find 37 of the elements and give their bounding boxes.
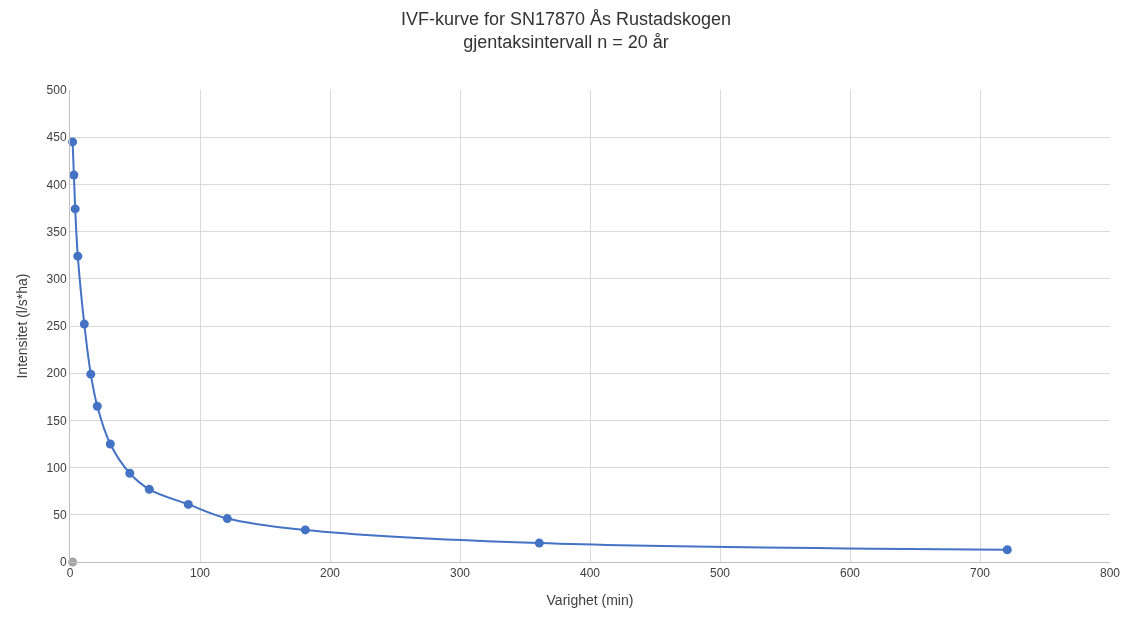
point xyxy=(70,204,80,214)
point xyxy=(534,538,544,548)
x-axis-title: Varighet (min) xyxy=(546,591,634,608)
y-tick-label: 300 xyxy=(46,272,67,286)
x-tick-label: 400 xyxy=(579,566,601,581)
y-tick-label: 150 xyxy=(46,413,67,428)
point xyxy=(73,251,83,261)
y-tick-label: 200 xyxy=(46,366,67,381)
y-tick-label: 500 xyxy=(46,83,67,98)
point xyxy=(300,525,310,535)
y-tick-label: 250 xyxy=(46,319,67,334)
y-axis-title: Intensitet (l/s*ha) xyxy=(14,273,31,379)
chart-subtitle: gjentaksintervall n = 20 år xyxy=(463,32,669,53)
point xyxy=(105,439,115,449)
point xyxy=(1002,545,1012,555)
x-tick-label: 700 xyxy=(969,566,991,581)
y-tick-label: 100 xyxy=(46,460,67,475)
chart-title: IVF-kurve for SN17870 Ås Rustadskogen xyxy=(400,8,732,29)
x-tick-label: 800 xyxy=(1099,566,1121,581)
point xyxy=(144,484,154,494)
x-tick-label: 200 xyxy=(319,566,341,581)
y-tick-label: 350 xyxy=(46,224,67,239)
point xyxy=(92,401,102,411)
x-tick-label: 600 xyxy=(839,566,861,581)
point xyxy=(86,369,96,379)
y-tick-label: 0 xyxy=(59,555,67,570)
point xyxy=(183,499,193,509)
x-tick-label: 100 xyxy=(189,566,211,581)
point xyxy=(222,514,232,524)
y-tick-label: 450 xyxy=(46,130,67,145)
y-tick-label: 400 xyxy=(46,177,67,192)
x-tick-label: 300 xyxy=(449,566,471,581)
y-tick-label: 50 xyxy=(53,508,67,522)
point xyxy=(69,170,79,180)
point xyxy=(125,468,135,478)
point xyxy=(79,319,89,329)
x-tick-label: 500 xyxy=(709,566,731,581)
